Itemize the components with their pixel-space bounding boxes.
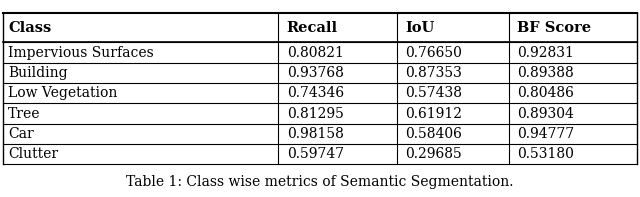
Text: 0.87353: 0.87353 <box>405 66 462 80</box>
Text: 0.92831: 0.92831 <box>517 46 574 59</box>
Text: 0.61912: 0.61912 <box>405 107 462 121</box>
Text: Table 1: Class wise metrics of Semantic Segmentation.: Table 1: Class wise metrics of Semantic … <box>126 175 514 189</box>
Text: 0.58406: 0.58406 <box>405 127 462 141</box>
Text: Clutter: Clutter <box>8 147 58 161</box>
Text: Tree: Tree <box>8 107 41 121</box>
Text: 0.89304: 0.89304 <box>517 107 574 121</box>
Text: 0.57438: 0.57438 <box>405 86 462 100</box>
Text: Class: Class <box>8 20 52 35</box>
Text: 0.81295: 0.81295 <box>287 107 344 121</box>
Text: 0.53180: 0.53180 <box>517 147 574 161</box>
Text: 0.59747: 0.59747 <box>287 147 344 161</box>
Text: Recall: Recall <box>287 20 338 35</box>
Text: IoU: IoU <box>405 20 435 35</box>
Text: Car: Car <box>8 127 34 141</box>
Text: Low Vegetation: Low Vegetation <box>8 86 118 100</box>
Text: 0.80486: 0.80486 <box>517 86 574 100</box>
Text: 0.98158: 0.98158 <box>287 127 344 141</box>
Text: 0.93768: 0.93768 <box>287 66 344 80</box>
Text: Building: Building <box>8 66 68 80</box>
Text: BF Score: BF Score <box>517 20 591 35</box>
Text: 0.74346: 0.74346 <box>287 86 344 100</box>
Text: 0.76650: 0.76650 <box>405 46 462 59</box>
Text: Impervious Surfaces: Impervious Surfaces <box>8 46 154 59</box>
Text: 0.89388: 0.89388 <box>517 66 574 80</box>
Text: 0.80821: 0.80821 <box>287 46 344 59</box>
Text: 0.29685: 0.29685 <box>405 147 462 161</box>
Text: 0.94777: 0.94777 <box>517 127 574 141</box>
